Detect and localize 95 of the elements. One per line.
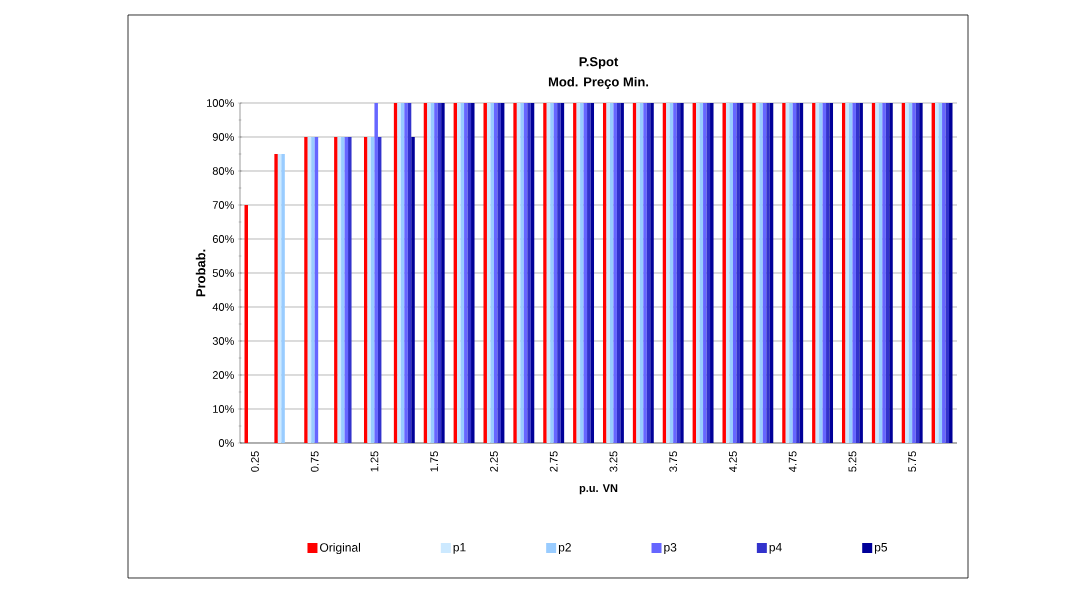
bar [490, 102, 494, 443]
bar [573, 102, 577, 443]
x-tick-label: 4.25 [729, 451, 737, 472]
x-axis-title: p.u. VN [579, 484, 618, 495]
bar [650, 102, 654, 443]
bar [550, 102, 554, 443]
bar [819, 102, 823, 443]
bar [520, 102, 524, 443]
bar [527, 102, 531, 443]
bar [703, 102, 707, 443]
bar [613, 102, 617, 443]
bar [680, 102, 684, 443]
x-tick-label: 3.75 [669, 451, 678, 472]
bar [912, 102, 916, 443]
y-tick-label: 40% [212, 303, 234, 311]
bar [752, 102, 756, 443]
bar [497, 102, 501, 443]
bar [483, 102, 487, 443]
x-tick-label: 5.25 [848, 451, 857, 472]
bar [722, 102, 726, 443]
bar [513, 102, 517, 443]
y-tick-label: 50% [212, 269, 234, 277]
bar [766, 102, 770, 443]
bar [464, 102, 468, 443]
bar [905, 102, 909, 443]
bar [889, 102, 893, 443]
bar [404, 102, 408, 443]
bar [935, 102, 939, 443]
x-tick-label: 0.25 [251, 451, 259, 472]
bar [812, 102, 816, 443]
y-tick-label: 30% [212, 337, 234, 345]
bar [636, 102, 640, 443]
bar [397, 102, 401, 443]
x-tick-label: 1.25 [370, 451, 379, 472]
bar [311, 136, 315, 443]
bar [274, 153, 278, 443]
y-tick-label: 20% [212, 371, 234, 379]
y-tick-label: 0% [218, 439, 234, 447]
x-tick-label: 0.75 [310, 451, 319, 472]
bar [949, 102, 953, 443]
bar [411, 136, 415, 443]
bar [643, 102, 647, 443]
bar [543, 102, 547, 443]
chart-title: P.Spot [579, 57, 619, 69]
bar [244, 204, 248, 443]
bar [919, 102, 923, 443]
bar [789, 102, 793, 443]
legend-label: p3 [664, 543, 677, 554]
bar [852, 102, 856, 443]
y-tick-label: 90% [212, 133, 234, 141]
x-tick-label: 2.25 [490, 451, 498, 472]
y-tick-label: 70% [212, 201, 234, 209]
bar [673, 102, 677, 443]
bar [427, 102, 431, 443]
bar [341, 136, 345, 443]
x-tick-label: 5.75 [908, 451, 917, 472]
bar [620, 102, 624, 443]
x-tick-label: 2.75 [549, 451, 558, 472]
bar [557, 102, 561, 443]
y-tick-label: 80% [212, 167, 234, 175]
bar [580, 102, 584, 443]
bar [859, 102, 863, 443]
bar [457, 102, 461, 443]
legend-label: p2 [558, 543, 571, 554]
x-tick-label: 3.25 [609, 451, 618, 472]
bar [434, 102, 438, 443]
bar [374, 102, 378, 443]
y-tick-label: 60% [212, 235, 234, 243]
bar [281, 153, 285, 443]
bar [882, 102, 886, 443]
bar [304, 136, 308, 443]
bar [729, 102, 733, 443]
bar [782, 102, 786, 443]
bar [875, 102, 879, 443]
bar [942, 102, 946, 443]
y-tick-label: 10% [213, 405, 234, 413]
y-tick-label: 100% [207, 99, 234, 107]
x-tick-label: 1.75 [430, 451, 439, 472]
bar [736, 102, 740, 443]
legend-label: Original [320, 542, 361, 555]
bar [696, 102, 700, 443]
bar [441, 102, 445, 443]
chart-subtitle: Mod. Preço Min. [548, 76, 649, 90]
legend-label: p1 [453, 543, 466, 554]
bar [471, 102, 475, 443]
bar [710, 102, 714, 443]
bar [759, 102, 763, 443]
legend-label: p4 [769, 543, 782, 554]
bar [348, 136, 352, 443]
bar [666, 102, 670, 443]
y-axis-title: Probab. [195, 249, 206, 297]
legend-label: p5 [874, 543, 888, 554]
x-tick-label: 4.75 [788, 451, 797, 472]
bar [334, 136, 338, 443]
bar [796, 102, 800, 443]
